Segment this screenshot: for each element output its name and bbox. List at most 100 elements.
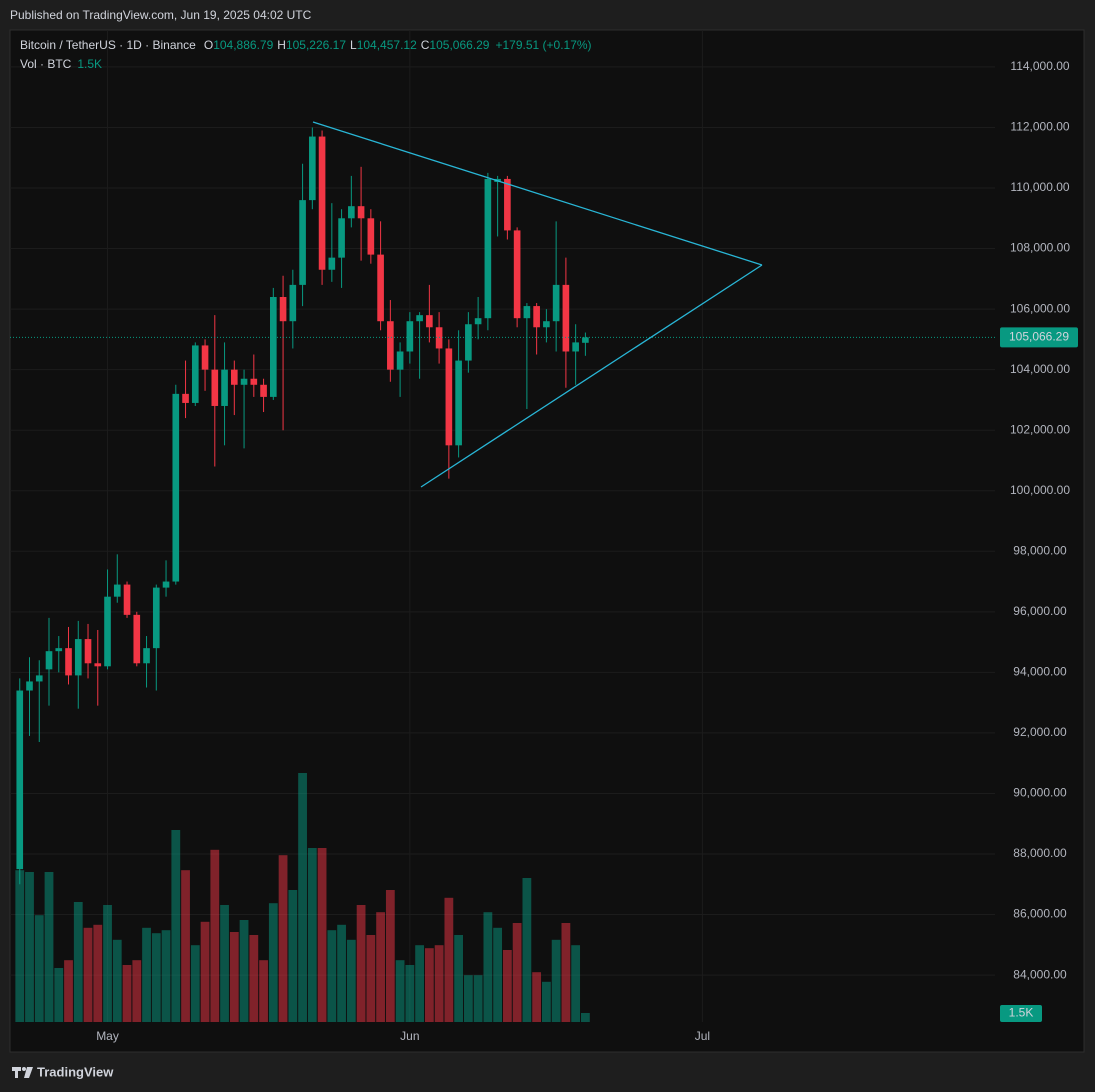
volume-bar [541, 981, 551, 1022]
last-price-label: 105,066.29 [1009, 330, 1069, 344]
candle-body [26, 681, 33, 691]
volume-bar [34, 915, 44, 1022]
candle-body [84, 639, 92, 664]
last-price-tag [1000, 327, 1078, 348]
y-tick-label: 92,000.00 [1013, 725, 1067, 739]
candle-body [484, 178, 492, 319]
volume-bar [15, 870, 25, 1022]
volume-bar [346, 939, 356, 1022]
candle-body [162, 581, 170, 588]
volume-bar [512, 923, 522, 1022]
brand: TradingView [37, 1064, 114, 1079]
volume-bar [385, 890, 395, 1022]
volume-bar [444, 897, 454, 1022]
x-tick-label: Jul [695, 1029, 710, 1043]
y-tick-label: 88,000.00 [1013, 846, 1067, 860]
triangle-lower [420, 264, 763, 488]
candle-body [377, 254, 384, 322]
volume-bar [376, 912, 385, 1022]
volume-bar [103, 905, 112, 1022]
volume-bar [307, 848, 317, 1022]
volume-bar [298, 773, 307, 1022]
volume-value: 1.5K [77, 57, 102, 71]
volume-bar [161, 930, 171, 1022]
volume-bar [112, 939, 122, 1022]
volume-tag [1000, 1005, 1042, 1022]
volume-bar [483, 912, 493, 1022]
volume-bar [454, 935, 464, 1022]
candle-body [445, 348, 453, 446]
candle-body [279, 296, 287, 322]
published-note: Published on TradingView.com, Jun 19, 20… [10, 8, 312, 22]
candle-body [133, 614, 141, 664]
volume-bar [93, 924, 103, 1022]
volume-bar [25, 872, 34, 1022]
volume-bar [54, 968, 64, 1022]
y-tick-label: 104,000.00 [1010, 362, 1070, 376]
ohlc-key: L [350, 38, 357, 52]
volume-bar [395, 960, 405, 1022]
candle-body [55, 648, 63, 652]
volume-bar [200, 921, 210, 1022]
candle-body [211, 369, 219, 406]
volume-bar [288, 890, 298, 1022]
volume-bar [83, 927, 93, 1022]
candle-body [572, 342, 579, 352]
volume-bar [337, 924, 346, 1022]
candle-body [289, 284, 297, 322]
candle-body [65, 648, 72, 676]
candle-body [240, 378, 248, 385]
volume-name: Vol · BTC [20, 57, 72, 71]
y-tick-label: 112,000.00 [1010, 120, 1069, 134]
volume-bar [44, 872, 54, 1022]
candle-body [396, 351, 404, 370]
volume-bar [229, 932, 239, 1022]
x-tick-label: May [96, 1029, 119, 1043]
candle-body [474, 318, 482, 325]
ohlc-key: C [421, 38, 430, 52]
y-tick-label: 110,000.00 [1010, 180, 1069, 194]
volume-bar [317, 848, 327, 1022]
candle-body [113, 584, 121, 597]
symbol-title: Bitcoin / TetherUS · 1D · Binance [20, 38, 196, 52]
y-tick-label: 98,000.00 [1013, 543, 1067, 557]
volume-bar [142, 927, 151, 1022]
ohlc-value: 105,066.29 [429, 38, 489, 52]
volume-bar [424, 948, 434, 1022]
y-tick-label: 86,000.00 [1013, 907, 1067, 921]
volume-bar [122, 965, 132, 1022]
y-tick-label: 94,000.00 [1013, 665, 1067, 679]
legend: Bitcoin / TetherUS · 1D · Binance O104,88… [20, 38, 592, 52]
triangle-upper [312, 121, 763, 266]
ohlc-value: 105,226.17 [286, 38, 346, 52]
volume-bar [268, 903, 278, 1022]
ohlc-key: O [204, 38, 213, 52]
candle-body [338, 218, 345, 258]
volume-bar [522, 878, 532, 1022]
y-tick-label: 90,000.00 [1013, 786, 1067, 800]
volume-bar [473, 975, 483, 1022]
volume-legend: Vol · BTC 1.5K [20, 57, 102, 71]
volume-bar [249, 935, 259, 1022]
volume-bar [210, 849, 220, 1022]
candle-body [201, 345, 209, 370]
brand-logo [12, 1067, 33, 1078]
volume-bar [493, 927, 503, 1022]
candle-body [104, 596, 111, 667]
ohlc-key: H [277, 38, 286, 52]
change: +179.51 (+0.17%) [495, 38, 591, 52]
volume-bar [571, 945, 581, 1022]
y-tick-label: 106,000.00 [1010, 301, 1070, 315]
candle-body [260, 384, 267, 397]
volume-bar [405, 965, 415, 1022]
candle-body [328, 257, 336, 270]
candle-body [523, 306, 531, 319]
volume-bar [561, 923, 571, 1022]
volume-bar [356, 905, 366, 1022]
candle-body [513, 230, 521, 319]
volume-bar [132, 960, 142, 1022]
volume-bar [581, 1013, 590, 1022]
candle-body [465, 324, 472, 361]
volume-bar [181, 870, 190, 1022]
volume-bar [239, 920, 249, 1022]
